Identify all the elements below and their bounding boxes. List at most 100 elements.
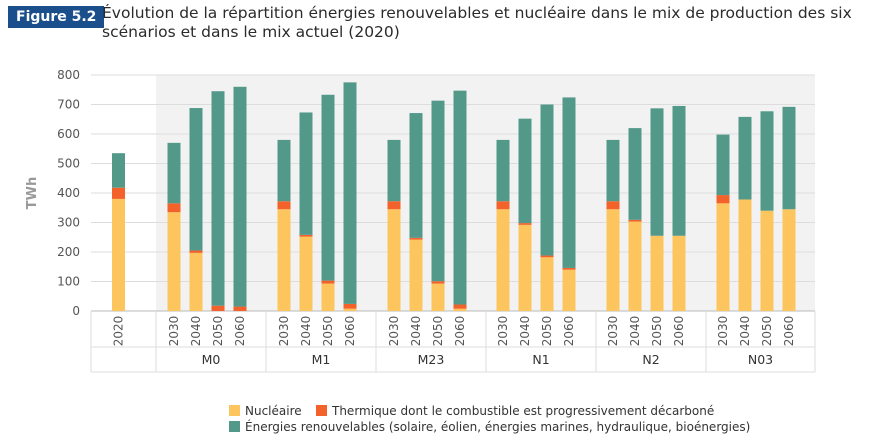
bar-thermique-N1-2040 <box>518 223 532 225</box>
x-tick-label-N2-2060: 2060 <box>672 316 686 347</box>
bar-thermique-current-2020 <box>112 187 125 199</box>
bar-nucleaire-current-2020 <box>112 198 125 311</box>
bar-nucleaire-M1-2050 <box>321 283 335 311</box>
bar-nucleaire-M23-2040 <box>409 239 423 311</box>
bar-renouvelables-M23-2030 <box>387 139 401 202</box>
x-tick-label-N1-2030: 2030 <box>496 316 510 347</box>
bar-thermique-N2-2040 <box>628 219 642 222</box>
bar-renouvelables-N03-2050 <box>760 111 774 211</box>
legend-item-renouvelables: Énergies renouvelables (solaire, éolien,… <box>229 420 750 434</box>
bar-renouvelables-M1-2060 <box>343 82 357 304</box>
bar-thermique-M1-2060 <box>343 303 357 309</box>
bar-renouvelables-M23-2040 <box>409 113 423 238</box>
y-tick-label: 0 <box>72 304 80 318</box>
bar-thermique-M0-2040 <box>189 250 203 253</box>
x-tick-label-M23-2050: 2050 <box>431 316 445 347</box>
bar-thermique-M0-2050 <box>211 305 225 311</box>
bar-thermique-M0-2030 <box>167 203 181 213</box>
x-tick-label-M23-2060: 2060 <box>453 316 467 347</box>
x-tick-label-N03-2040: 2040 <box>738 316 752 347</box>
legend-swatch-thermique <box>316 405 327 416</box>
bar-thermique-M1-2040 <box>299 234 313 237</box>
bar-renouvelables-M0-2040 <box>189 108 203 251</box>
x-tick-label-N2-2040: 2040 <box>628 316 642 347</box>
bar-nucleaire-N03-2040 <box>738 199 752 311</box>
y-tick-label: 700 <box>57 98 80 112</box>
legend-item-nucleaire: Nucléaire <box>229 404 302 418</box>
bar-renouvelables-M0-2050 <box>211 91 225 306</box>
legend-item-thermique: Thermique dont le combustible est progre… <box>316 404 714 418</box>
group-label-N1: N1 <box>532 352 549 367</box>
x-tick-label-M1-2030: 2030 <box>277 316 291 347</box>
x-tick-label-M1-2060: 2060 <box>343 316 357 347</box>
bar-renouvelables-N03-2040 <box>738 116 752 200</box>
x-tick-label-M0-2030: 2030 <box>167 316 181 347</box>
y-axis-title: TWh <box>25 177 40 209</box>
bar-renouvelables-M0-2030 <box>167 142 181 204</box>
bar-thermique-M23-2050 <box>431 281 445 284</box>
bar-renouvelables-M0-2060 <box>233 86 247 307</box>
y-tick-label: 600 <box>57 127 80 141</box>
bar-nucleaire-M0-2030 <box>167 212 181 311</box>
figure-label: Figure 5.2 <box>8 6 105 28</box>
group-label-N2: N2 <box>642 352 659 367</box>
bar-nucleaire-M1-2030 <box>277 209 291 311</box>
bar-thermique-N2-2030 <box>606 201 620 210</box>
x-tick-label-M23-2030: 2030 <box>387 316 401 347</box>
group-label-N03: N03 <box>748 352 773 367</box>
legend-swatch-nucleaire <box>229 405 240 416</box>
bar-nucleaire-M1-2060 <box>343 308 357 311</box>
bar-thermique-M0-2060 <box>233 306 247 311</box>
legend-swatch-renouvelables <box>229 421 240 432</box>
bar-renouvelables-M1-2040 <box>299 112 313 235</box>
group-label-M0: M0 <box>202 352 221 367</box>
bar-nucleaire-M1-2040 <box>299 236 313 311</box>
bar-nucleaire-N03-2050 <box>760 210 774 311</box>
legend-label-nucleaire: Nucléaire <box>245 404 302 418</box>
x-tick-label-N03-2050: 2050 <box>760 316 774 347</box>
x-tick-label-M0-2060: 2060 <box>233 316 247 347</box>
bar-thermique-M23-2030 <box>387 201 401 210</box>
x-tick-label-N1-2050: 2050 <box>540 316 554 347</box>
bar-nucleaire-N1-2040 <box>518 224 532 311</box>
x-tick-label-N03-2030: 2030 <box>716 316 730 347</box>
bar-nucleaire-N1-2060 <box>562 269 576 311</box>
y-tick-label: 100 <box>57 275 80 289</box>
x-tick-label-N2-2030: 2030 <box>606 316 620 347</box>
bar-renouvelables-N1-2050 <box>540 104 554 256</box>
legend-label-thermique: Thermique dont le combustible est progre… <box>332 404 715 418</box>
bar-nucleaire-N03-2030 <box>716 203 730 311</box>
x-tick-label-M0-2050: 2050 <box>211 316 225 347</box>
bar-renouvelables-N2-2050 <box>650 108 664 236</box>
bar-nucleaire-N1-2050 <box>540 257 554 311</box>
bar-renouvelables-N03-2060 <box>782 106 796 210</box>
bar-nucleaire-N1-2030 <box>496 209 510 311</box>
x-tick-label-N2-2050: 2050 <box>650 316 664 347</box>
group-label-M23: M23 <box>418 352 445 367</box>
x-tick-label-current-2020: 2020 <box>112 316 126 347</box>
bar-nucleaire-N03-2060 <box>782 209 796 311</box>
y-tick-label: 500 <box>57 157 80 171</box>
x-tick-label-N03-2060: 2060 <box>782 316 796 347</box>
bar-renouvelables-M1-2050 <box>321 94 335 281</box>
bar-renouvelables-N1-2060 <box>562 97 576 268</box>
bar-nucleaire-N2-2050 <box>650 235 664 311</box>
bar-thermique-N03-2030 <box>716 195 730 204</box>
group-label-M1: M1 <box>312 352 331 367</box>
x-tick-label-N1-2040: 2040 <box>518 316 532 347</box>
bar-nucleaire-N2-2040 <box>628 221 642 311</box>
bar-renouvelables-N2-2030 <box>606 139 620 202</box>
x-tick-label-M1-2050: 2050 <box>321 316 335 347</box>
x-tick-label-M0-2040: 2040 <box>189 316 203 347</box>
bar-nucleaire-N2-2030 <box>606 209 620 311</box>
bar-nucleaire-M23-2050 <box>431 283 445 311</box>
y-tick-label: 400 <box>57 186 80 200</box>
bar-nucleaire-M0-2040 <box>189 252 203 311</box>
chart-title: Évolution de la répartition énergies ren… <box>102 4 852 41</box>
x-tick-label-N1-2060: 2060 <box>562 316 576 347</box>
bar-thermique-N1-2050 <box>540 255 554 258</box>
bar-thermique-M1-2050 <box>321 280 335 284</box>
y-tick-label: 800 <box>57 68 80 82</box>
bar-renouvelables-N1-2030 <box>496 139 510 202</box>
bar-renouvelables-M23-2060 <box>453 90 467 305</box>
